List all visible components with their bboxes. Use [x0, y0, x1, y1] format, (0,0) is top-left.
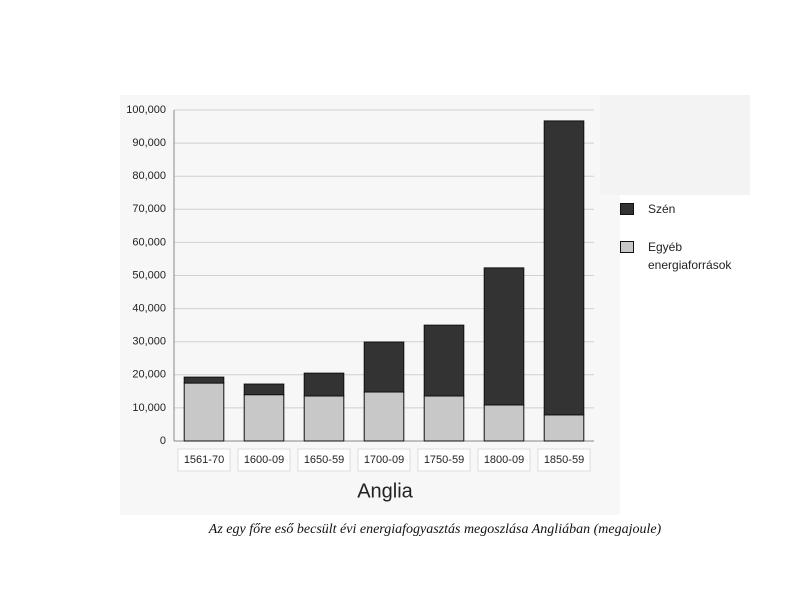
plot-background	[120, 95, 620, 515]
legend-swatch	[620, 203, 634, 215]
x-tick-label: 1800-09	[484, 454, 524, 466]
x-tick-label: 1600-09	[244, 454, 284, 466]
x-tick-box	[297, 448, 351, 472]
x-tick-box	[237, 448, 291, 472]
bar-segment	[183, 376, 225, 384]
y-tick-label: 100,000	[126, 104, 166, 116]
bar-segment	[543, 120, 585, 416]
y-tick-label: 90,000	[132, 137, 166, 149]
x-axis-label: Anglia	[357, 480, 413, 502]
bar-segment	[243, 394, 285, 442]
bar-segment	[303, 395, 345, 442]
bar-segment	[543, 414, 585, 442]
legend-item: Egyéb energiaforrások	[620, 238, 750, 274]
bar-segment	[423, 395, 465, 442]
x-tick-label: 1850-59	[544, 454, 584, 466]
y-tick-label: 10,000	[132, 402, 166, 414]
x-tick-label: 1650-59	[304, 454, 344, 466]
bar-segment	[363, 391, 405, 442]
caption: Az egy főre eső becsült évi energiafogya…	[208, 522, 662, 537]
y-tick-label: 60,000	[132, 236, 166, 248]
x-tick-box	[417, 448, 471, 472]
bar-segment	[303, 372, 345, 397]
legend: Szén Egyéb energiaforrások	[620, 200, 750, 294]
legend-label: Egyéb energiaforrások	[648, 240, 732, 272]
y-tick-label: 20,000	[132, 369, 166, 381]
y-tick-label: 70,000	[132, 203, 166, 215]
x-tick-label: 1750-59	[424, 454, 464, 466]
y-tick-label: 0	[160, 435, 166, 447]
legend-label: Szén	[648, 202, 676, 216]
bar-segment	[243, 383, 285, 396]
y-tick-label: 50,000	[132, 269, 166, 281]
x-tick-label: 1700-09	[364, 454, 404, 466]
x-tick-box	[177, 448, 231, 472]
bar-segment	[363, 341, 405, 393]
x-tick-box	[477, 448, 531, 472]
bar-segment	[183, 382, 225, 442]
y-tick-label: 40,000	[132, 303, 166, 315]
x-tick-label: 1561-70	[184, 454, 224, 466]
x-tick-box	[357, 448, 411, 472]
bar-segment	[483, 404, 525, 442]
bar-segment	[483, 267, 525, 406]
y-tick-label: 30,000	[132, 336, 166, 348]
x-tick-box	[537, 448, 591, 472]
legend-swatch	[620, 241, 634, 253]
y-tick-label: 80,000	[132, 170, 166, 182]
bar-segment	[423, 324, 465, 397]
legend-background	[600, 95, 750, 195]
legend-item: Szén	[620, 200, 750, 218]
